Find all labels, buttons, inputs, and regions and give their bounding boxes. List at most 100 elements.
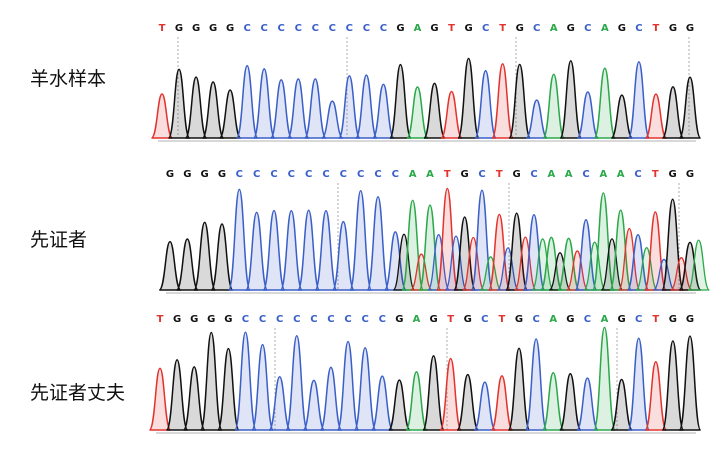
base-call-letter: A: [414, 23, 422, 34]
trace-peak: [227, 188, 251, 291]
trace-peak: [349, 190, 373, 291]
base-call-letter: C: [261, 23, 268, 34]
trace-peak: [525, 99, 549, 139]
base-call-letter: G: [686, 23, 694, 34]
base-call-letter: C: [392, 169, 399, 180]
base-call-letter: G: [429, 314, 437, 325]
base-call-letter: C: [242, 314, 249, 325]
trace-peak: [609, 209, 633, 291]
trace-peak: [593, 67, 617, 139]
base-call-letter: G: [218, 169, 226, 180]
trace-peak: [644, 93, 668, 139]
trace-peak: [245, 211, 269, 291]
trace-peak: [199, 331, 223, 431]
base-call-letter: C: [380, 23, 387, 34]
base-call-letter: G: [209, 23, 217, 34]
base-call-letter: G: [461, 169, 469, 180]
base-call-letter: C: [293, 314, 300, 325]
trace-peak-secondary: [583, 241, 607, 291]
base-call-letter: G: [224, 314, 232, 325]
base-call-letter: T: [444, 169, 451, 180]
trace-peak: [389, 63, 412, 139]
trace-peak: [268, 376, 292, 431]
trace-peak-secondary: [427, 234, 451, 291]
trace-peak: [406, 86, 429, 139]
trace-peak: [627, 337, 651, 431]
base-call-letter: C: [310, 314, 317, 325]
base-call-letter: G: [513, 169, 521, 180]
trace-peak: [591, 192, 615, 291]
trace-peak: [439, 357, 462, 431]
trace-peak: [165, 359, 189, 431]
trace-peak: [644, 360, 668, 431]
base-call-letter: C: [322, 169, 329, 180]
base-call-letter: T: [496, 169, 503, 180]
trace-peak-secondary: [409, 253, 433, 291]
base-call-letter: T: [159, 23, 166, 34]
trace-peak: [235, 65, 259, 139]
trace-peak: [175, 238, 199, 291]
base-call-letter: C: [374, 169, 381, 180]
base-call-letter: G: [396, 23, 404, 34]
trace-peak: [252, 68, 276, 139]
base-call-letter: A: [413, 314, 421, 325]
trace-peak-secondary: [444, 235, 468, 291]
trace-peak: [576, 91, 600, 139]
base-call-letter: C: [312, 23, 319, 34]
trace-peak: [148, 367, 172, 431]
base-call-letter: G: [566, 314, 574, 325]
trace-peak: [491, 63, 514, 139]
trace-peak: [487, 213, 511, 291]
base-call-letter: C: [379, 314, 386, 325]
trace-peak: [355, 74, 378, 139]
trace-peak: [610, 378, 633, 431]
trace-peak: [456, 373, 480, 431]
base-call-letter: C: [361, 314, 368, 325]
trace-peak: [370, 375, 394, 431]
base-call-letter: A: [601, 23, 609, 34]
base-call-letter: A: [409, 169, 417, 180]
trace-peak-secondary: [565, 250, 589, 291]
trace-peak: [474, 70, 497, 139]
trace-peak-secondary: [531, 238, 555, 291]
base-call-letter: G: [464, 314, 472, 325]
base-call-letter: G: [207, 314, 215, 325]
panel-label-proband: 先证者: [30, 229, 88, 251]
trace-peak-secondary: [687, 239, 711, 291]
trace-peak: [303, 78, 327, 139]
trace-peak: [508, 63, 531, 139]
trace-peak: [505, 212, 529, 291]
panel-label-husband: 先证者丈夫: [30, 382, 126, 404]
base-call-letter: A: [549, 314, 557, 325]
trace-peak: [193, 221, 217, 291]
base-call-letter: A: [565, 169, 573, 180]
base-call-letter: C: [236, 169, 243, 180]
trace-peak: [539, 236, 563, 291]
trace-peak: [269, 79, 293, 139]
base-call-letter: C: [357, 169, 364, 180]
base-call-letter: C: [634, 169, 641, 180]
trace-peak: [167, 68, 191, 139]
base-call-letter: T: [653, 23, 660, 34]
base-call-letter: G: [618, 23, 626, 34]
trace-peak-secondary: [496, 247, 520, 291]
base-call-letter: G: [464, 23, 472, 34]
panel-label-amniotic: 羊水样本: [30, 68, 107, 90]
base-call-letter: G: [567, 23, 575, 34]
base-call-letter: T: [499, 314, 506, 325]
trace-peak: [457, 57, 480, 139]
base-call-letter: C: [533, 23, 540, 34]
base-call-letter: C: [481, 314, 488, 325]
trace-peak: [558, 372, 582, 431]
base-call-letter: C: [532, 314, 539, 325]
trace-peak: [576, 377, 599, 431]
trace-peak: [302, 379, 326, 431]
trace-peak: [319, 366, 343, 431]
base-call-letter: C: [584, 23, 591, 34]
trace-peak: [353, 347, 377, 431]
base-call-letter: A: [599, 169, 607, 180]
trace-peak: [678, 241, 702, 291]
trace-peak: [610, 94, 634, 139]
